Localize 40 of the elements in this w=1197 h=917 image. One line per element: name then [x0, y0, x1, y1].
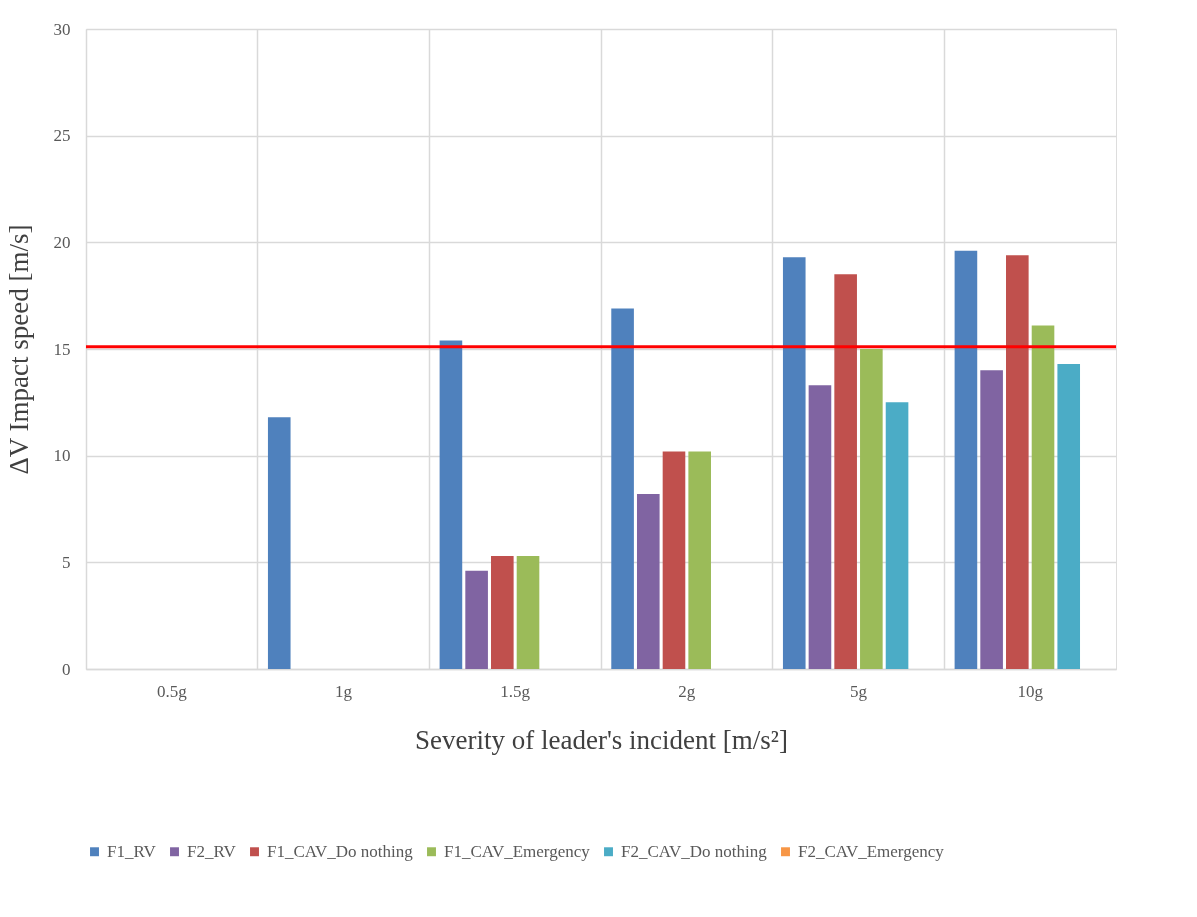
bar — [516, 555, 540, 669]
bar — [885, 402, 909, 669]
bar — [782, 257, 806, 669]
bar — [860, 349, 883, 669]
bar — [1057, 363, 1081, 669]
legend-label: F1_RV — [107, 841, 157, 861]
bar — [834, 274, 857, 669]
bar — [808, 385, 832, 669]
y-tick-label: 5 — [62, 552, 71, 572]
y-tick-label: 30 — [53, 19, 71, 39]
bar — [980, 370, 1003, 669]
bar — [439, 340, 463, 669]
y-tick-label: 0 — [62, 659, 71, 679]
x-tick-label: 1g — [335, 681, 353, 701]
bar — [611, 308, 634, 669]
y-axis-title: ΔV Impact speed [m/s] — [3, 224, 34, 475]
x-tick-label: 5g — [850, 681, 868, 701]
bar — [1006, 255, 1029, 669]
bar — [688, 451, 711, 669]
bar — [267, 417, 291, 669]
x-axis-title: Severity of leader's incident [m/s²] — [415, 724, 788, 755]
legend-label: F1_CAV_Emergency — [444, 841, 591, 861]
y-tick-label: 15 — [53, 339, 71, 359]
y-tick-label: 20 — [53, 232, 71, 252]
bar — [491, 555, 514, 669]
legend-label: F2_RV — [187, 841, 237, 861]
bar — [1031, 325, 1055, 669]
bar — [465, 570, 488, 669]
y-tick-label: 25 — [53, 126, 71, 146]
legend-label: F2_CAV_Do nothing — [621, 841, 768, 861]
bar — [636, 494, 660, 669]
bar — [954, 250, 978, 669]
x-tick-label: 0.5g — [156, 681, 188, 701]
x-tick-label: 1.5g — [500, 681, 531, 701]
bar — [662, 451, 686, 669]
x-tick-label: 2g — [678, 681, 696, 701]
x-tick-label: 10g — [1017, 681, 1044, 701]
y-tick-label: 10 — [53, 446, 71, 466]
legend-label: F1_CAV_Do nothing — [267, 841, 414, 861]
legend-label: F2_CAV_Emergency — [798, 841, 945, 861]
